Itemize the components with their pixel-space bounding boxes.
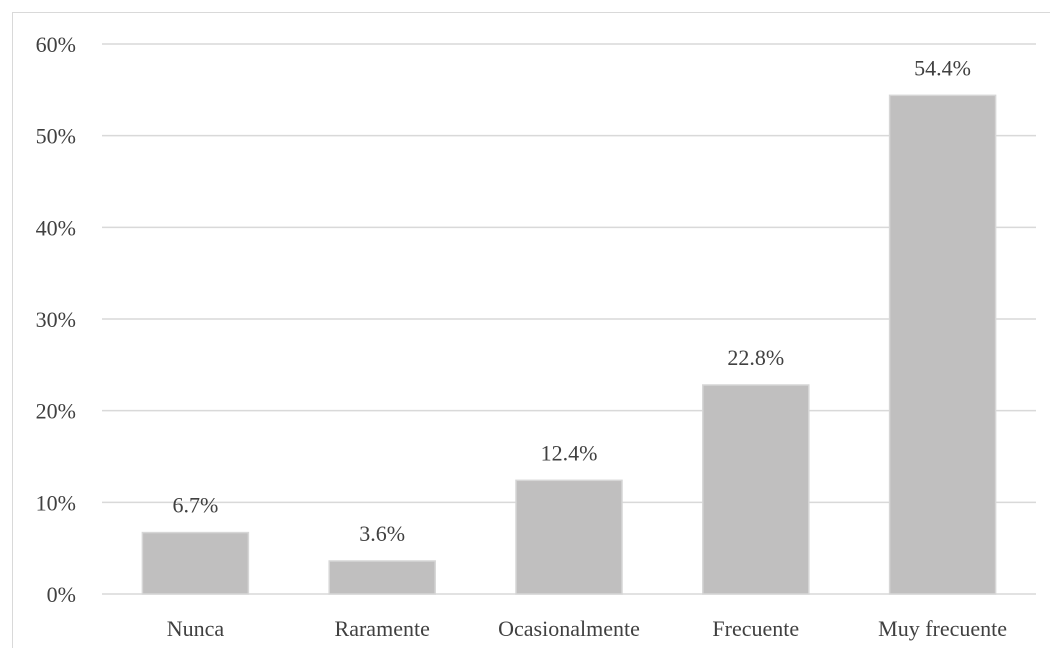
x-category-label: Nunca — [167, 616, 225, 641]
bar — [888, 94, 997, 595]
y-tick-label: 50% — [36, 124, 76, 149]
y-axis-ticks: 0% 10% 20% 30% 40% 50% 60% — [36, 32, 76, 607]
bar — [515, 479, 623, 595]
data-label: 3.6% — [359, 521, 405, 546]
x-category-label: Frecuente — [712, 616, 799, 641]
bar — [702, 384, 810, 595]
y-tick-label: 0% — [47, 582, 76, 607]
x-category-label: Muy frecuente — [878, 616, 1007, 641]
y-tick-label: 40% — [36, 215, 76, 240]
data-label: 6.7% — [172, 493, 218, 518]
x-axis-labels: Nunca Raramente Ocasionalmente Frecuente Muy… — [167, 616, 1007, 641]
y-tick-label: 10% — [36, 490, 76, 515]
x-category-label: Raramente — [335, 616, 430, 641]
y-tick-label: 20% — [36, 399, 76, 424]
x-category-label: Ocasionalmente — [498, 616, 640, 641]
chart-frame — [12, 12, 1050, 648]
data-labels: 6.7% 3.6% 12.4% 22.8% 54.4% — [172, 55, 971, 546]
y-tick-label: 60% — [36, 32, 76, 57]
data-label: 54.4% — [914, 55, 971, 80]
bar — [141, 531, 250, 595]
data-label: 12.4% — [541, 440, 598, 465]
data-label: 22.8% — [727, 345, 784, 370]
y-tick-label: 30% — [36, 307, 76, 332]
bar — [328, 560, 436, 595]
bars — [141, 94, 997, 595]
